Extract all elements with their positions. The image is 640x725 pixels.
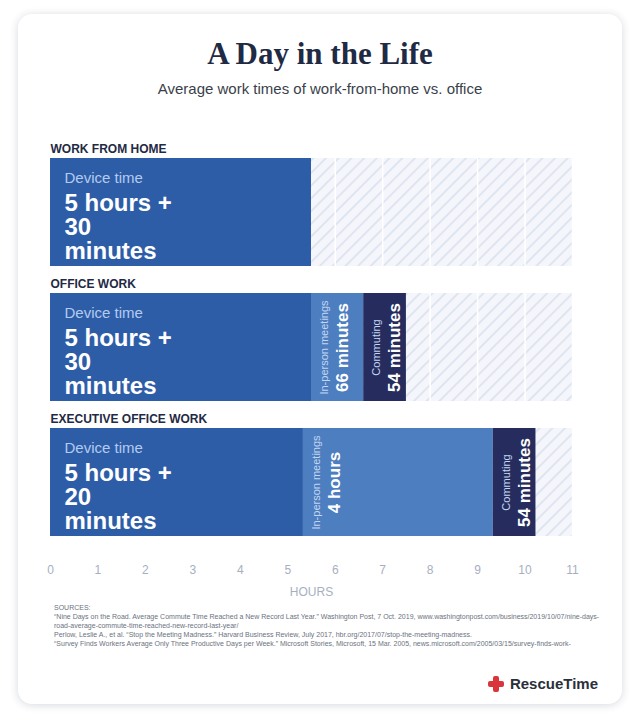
html-text:“Survey Finds Workers Average: “Survey Finds Workers Average Only Three…: [54, 640, 571, 647]
svg-text:5 hours +30minutes: 5 hours +30minutes: [65, 324, 172, 399]
svg-text:EXECUTIVE OFFICE WORK: EXECUTIVE OFFICE WORK: [51, 412, 208, 426]
svg-text:2: 2: [142, 563, 149, 577]
svg-text:7: 7: [379, 563, 386, 577]
svg-text:11: 11: [566, 563, 579, 577]
svg-text:Device time: Device time: [65, 169, 143, 186]
svg-text:1: 1: [95, 563, 102, 577]
svg-text:54 minutes: 54 minutes: [515, 438, 534, 527]
svg-text:HOURS: HOURS: [290, 585, 333, 599]
svg-text:WORK FROM HOME: WORK FROM HOME: [51, 142, 167, 156]
html-text:RescueTime: RescueTime: [509, 675, 598, 692]
html-text:SOURCES:: SOURCES:: [54, 604, 91, 611]
svg-text:6: 6: [332, 563, 339, 577]
html-text:A Day in the Life: A Day in the Life: [207, 36, 433, 71]
svg-text:0: 0: [47, 563, 54, 577]
html-text:“Nine Days on the Road. Averag: “Nine Days on the Road. Average Commute …: [54, 613, 600, 629]
svg-text:4 hours: 4 hours: [325, 452, 344, 513]
html-text:Average work times of work-fro: Average work times of work-from-home vs.…: [157, 80, 483, 97]
svg-text:OFFICE WORK: OFFICE WORK: [51, 277, 137, 291]
html-text:Perlow, Leslie A., et al. “Sto: Perlow, Leslie A., et al. “Stop the Meet…: [54, 631, 472, 638]
svg-text:In-person meetings: In-person meetings: [318, 300, 330, 395]
svg-text:Device time: Device time: [65, 439, 143, 456]
svg-text:4: 4: [237, 563, 244, 577]
svg-text:9: 9: [474, 563, 481, 577]
svg-text:Commuting: Commuting: [500, 454, 512, 510]
svg-text:66 minutes: 66 minutes: [333, 303, 352, 392]
svg-text:8: 8: [427, 563, 434, 577]
svg-text:5 hours +20minutes: 5 hours +20minutes: [65, 459, 172, 534]
svg-text:5: 5: [284, 563, 291, 577]
svg-text:Device time: Device time: [65, 304, 143, 321]
svg-text:3: 3: [190, 563, 197, 577]
svg-text:In-person meetings: In-person meetings: [310, 435, 322, 530]
svg-text:10: 10: [518, 563, 532, 577]
svg-text:54 minutes: 54 minutes: [385, 303, 404, 392]
svg-text:5 hours +30minutes: 5 hours +30minutes: [65, 189, 172, 264]
svg-text:Commuting: Commuting: [370, 319, 382, 375]
